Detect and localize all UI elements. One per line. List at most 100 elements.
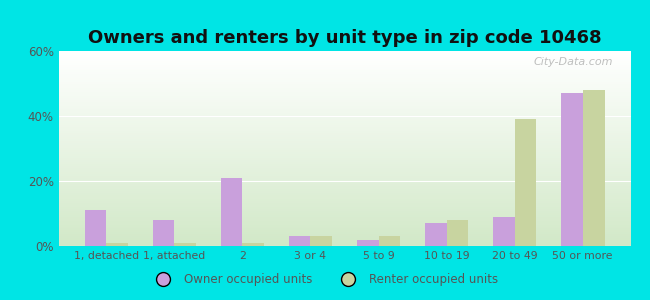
- Bar: [58, 123, 630, 125]
- Bar: [58, 100, 630, 102]
- Bar: [58, 219, 630, 220]
- Bar: [58, 164, 630, 166]
- Bar: [58, 174, 630, 176]
- Bar: [493, 217, 515, 246]
- Bar: [58, 135, 630, 137]
- Bar: [58, 90, 630, 92]
- Bar: [58, 190, 630, 191]
- Bar: [58, 146, 630, 148]
- Bar: [58, 103, 630, 106]
- Bar: [58, 76, 630, 78]
- Bar: [58, 92, 630, 94]
- Bar: [58, 80, 630, 82]
- Bar: [311, 236, 332, 246]
- Bar: [58, 59, 630, 61]
- Bar: [58, 129, 630, 131]
- Bar: [58, 117, 630, 119]
- Bar: [58, 142, 630, 145]
- Bar: [58, 191, 630, 193]
- Bar: [58, 160, 630, 162]
- Bar: [58, 148, 630, 150]
- Bar: [174, 243, 196, 246]
- Bar: [58, 205, 630, 207]
- Bar: [58, 170, 630, 172]
- Bar: [58, 110, 630, 111]
- Bar: [58, 199, 630, 201]
- Bar: [289, 236, 311, 246]
- Bar: [58, 98, 630, 100]
- Bar: [58, 223, 630, 224]
- Bar: [58, 152, 630, 154]
- Bar: [58, 74, 630, 76]
- Bar: [58, 203, 630, 205]
- Text: City-Data.com: City-Data.com: [534, 57, 614, 67]
- Bar: [58, 236, 630, 238]
- Bar: [58, 185, 630, 188]
- Bar: [58, 68, 630, 70]
- Bar: [378, 236, 400, 246]
- Bar: [582, 90, 604, 246]
- Bar: [58, 119, 630, 121]
- Bar: [58, 244, 630, 246]
- Bar: [58, 232, 630, 234]
- Bar: [58, 63, 630, 64]
- Bar: [357, 239, 378, 246]
- Bar: [58, 154, 630, 156]
- Bar: [58, 113, 630, 115]
- Bar: [58, 78, 630, 80]
- Bar: [58, 156, 630, 158]
- Bar: [153, 220, 174, 246]
- Bar: [58, 230, 630, 232]
- Bar: [58, 111, 630, 113]
- Bar: [58, 209, 630, 211]
- Bar: [58, 107, 630, 110]
- Bar: [58, 201, 630, 203]
- Bar: [58, 158, 630, 160]
- Bar: [58, 102, 630, 103]
- Bar: [58, 115, 630, 117]
- Bar: [447, 220, 469, 246]
- Bar: [58, 121, 630, 123]
- Bar: [58, 234, 630, 236]
- Bar: [58, 176, 630, 178]
- Bar: [242, 243, 264, 246]
- Bar: [58, 193, 630, 195]
- Bar: [58, 150, 630, 152]
- Bar: [58, 67, 630, 68]
- Bar: [58, 197, 630, 199]
- Bar: [58, 178, 630, 180]
- Bar: [58, 240, 630, 242]
- Bar: [58, 226, 630, 229]
- Bar: [58, 133, 630, 135]
- Bar: [58, 242, 630, 244]
- Bar: [58, 220, 630, 223]
- Bar: [58, 57, 630, 59]
- Bar: [58, 137, 630, 139]
- Bar: [58, 53, 630, 55]
- Bar: [58, 162, 630, 164]
- Bar: [58, 217, 630, 219]
- Bar: [58, 215, 630, 217]
- Bar: [58, 70, 630, 72]
- Bar: [58, 86, 630, 88]
- Bar: [58, 145, 630, 146]
- Bar: [58, 195, 630, 197]
- Bar: [58, 166, 630, 168]
- Bar: [58, 172, 630, 174]
- Bar: [58, 188, 630, 190]
- Bar: [58, 180, 630, 182]
- Bar: [58, 229, 630, 230]
- Bar: [58, 213, 630, 215]
- Bar: [58, 211, 630, 213]
- Bar: [58, 184, 630, 185]
- Legend: Owner occupied units, Renter occupied units: Owner occupied units, Renter occupied un…: [147, 269, 503, 291]
- Bar: [107, 243, 128, 246]
- Bar: [58, 51, 630, 53]
- Bar: [58, 55, 630, 57]
- Bar: [220, 178, 242, 246]
- Bar: [58, 84, 630, 86]
- Bar: [58, 106, 630, 108]
- Bar: [58, 131, 630, 133]
- Bar: [58, 168, 630, 170]
- Bar: [58, 61, 630, 63]
